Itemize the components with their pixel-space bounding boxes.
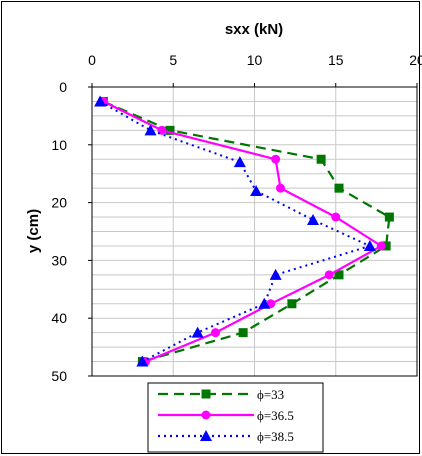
data-point [144, 124, 157, 136]
data-point [269, 268, 282, 280]
data-point [334, 183, 344, 193]
y-axis-title: y (cm) [25, 209, 42, 253]
series-group [94, 95, 394, 367]
x-tick-label: 20 [409, 52, 422, 68]
x-tick-label: 0 [88, 52, 96, 68]
legend: ϕ=33 ϕ=36.5 ϕ=38.5 [147, 382, 324, 453]
data-point [384, 212, 394, 222]
data-point [363, 239, 376, 251]
x-tick-label: 10 [247, 52, 263, 68]
data-point [331, 212, 341, 222]
data-point [381, 241, 391, 251]
data-point [276, 183, 285, 193]
data-point [271, 154, 281, 164]
axis-ticks: 0 5 10 15 20 0 10 20 30 40 50 [51, 52, 422, 384]
data-point [258, 297, 271, 309]
legend-marker [201, 410, 211, 420]
legend-label: ϕ=33 [257, 387, 284, 402]
data-point [238, 328, 248, 338]
data-point [324, 270, 334, 280]
series-line [102, 100, 391, 363]
legend-label: ϕ=36.5 [257, 408, 294, 423]
y-tick-label: 50 [51, 368, 67, 384]
data-point [191, 326, 204, 338]
series-3 [94, 95, 376, 367]
data-point [233, 156, 246, 168]
data-point [316, 154, 326, 164]
legend-entry: ϕ=33 [158, 387, 284, 402]
data-point [136, 355, 149, 367]
y-tick-label: 20 [51, 195, 67, 211]
y-tick-label: 10 [51, 137, 67, 153]
legend-marker [201, 389, 211, 399]
data-point [376, 241, 386, 251]
x-axis-title: sxx (kN) [225, 21, 283, 38]
y-tick-label: 40 [51, 310, 67, 326]
grid [92, 87, 417, 376]
y-tick-label: 0 [59, 79, 67, 95]
data-point [250, 185, 263, 197]
data-point [94, 95, 107, 107]
legend-entry: ϕ=36.5 [158, 408, 294, 423]
legend-label: ϕ=38.5 [257, 429, 294, 444]
x-tick-label: 15 [328, 52, 344, 68]
data-point [211, 328, 220, 338]
data-point [165, 125, 175, 135]
series-2 [98, 96, 386, 367]
legend-marker [200, 430, 212, 441]
data-point [334, 270, 344, 280]
data-point [307, 213, 319, 225]
x-tick-label: 5 [169, 52, 177, 68]
series-line [102, 100, 383, 363]
y-tick-label: 30 [51, 252, 67, 268]
legend-entry: ϕ=38.5 [158, 429, 294, 444]
data-point [287, 299, 297, 309]
